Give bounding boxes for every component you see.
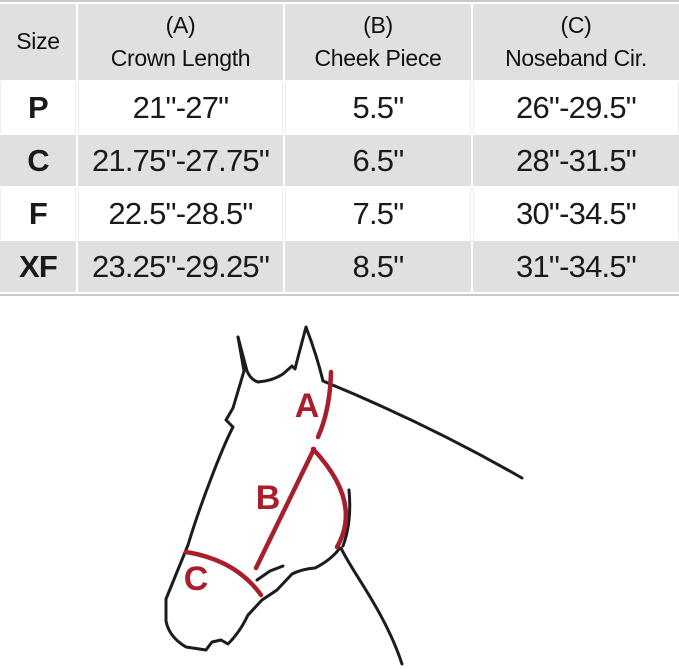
cheek-piece-cell: 8.5" xyxy=(285,241,471,292)
ears-outline-path xyxy=(236,325,325,384)
noseband-path xyxy=(183,549,264,598)
size-chart-table: Size (A) Crown Length (B) Cheek Piece (C… xyxy=(0,0,679,296)
header-crown-code: (A) xyxy=(165,11,196,38)
header-noseband-code: (C) xyxy=(560,11,592,38)
noseband-cell: 28"-31.5" xyxy=(473,135,679,186)
table-row-xf: XF 23.25"-29.25" 8.5" 31"-34.5" xyxy=(0,241,679,292)
neck-front-path xyxy=(339,546,404,666)
crown-length-cell: 22.5"-28.5" xyxy=(78,188,283,239)
label-b-cheek: B xyxy=(256,479,281,517)
header-crown-length: (A) Crown Length xyxy=(78,4,283,80)
header-noseband: (C) Noseband Cir. xyxy=(473,4,679,80)
noseband-cell: 26"-29.5" xyxy=(473,82,679,133)
size-cell: P xyxy=(0,82,76,133)
cheek-arc-path xyxy=(310,446,349,550)
size-cell: C xyxy=(0,135,76,186)
header-noseband-name: Noseband Cir. xyxy=(505,45,647,71)
header-crown-name: Crown Length xyxy=(110,45,251,71)
size-cell: F xyxy=(0,188,76,239)
noseband-cell: 31"-34.5" xyxy=(473,241,679,292)
header-cheek-name: Cheek Piece xyxy=(314,45,442,71)
table-row-p: P 21"-27" 5.5" 26"-29.5" xyxy=(0,82,679,133)
cheek-piece-cell: 5.5" xyxy=(285,82,471,133)
crown-length-cell: 21.75"-27.75" xyxy=(78,135,283,186)
horse-head-outline xyxy=(164,325,524,666)
jowl-line-path xyxy=(341,488,352,548)
cheek-strap-path xyxy=(253,446,317,571)
noseband-cell: 30"-34.5" xyxy=(473,188,679,239)
label-c-noseband: C xyxy=(184,560,209,598)
crown-length-cell: 21"-27" xyxy=(78,82,283,133)
header-size-label: Size xyxy=(16,28,60,55)
header-cheek-code: (B) xyxy=(363,11,393,38)
crown-length-cell: 23.25"-29.25" xyxy=(78,241,283,292)
table-row-c: C 21.75"-27.75" 6.5" 28"-31.5" xyxy=(0,135,679,186)
neck-top-path xyxy=(321,379,524,480)
face-outline-path xyxy=(164,335,342,652)
halter-straps xyxy=(183,369,349,598)
cheek-piece-cell: 6.5" xyxy=(285,135,471,186)
table-row-f: F 22.5"-28.5" 7.5" 30"-34.5" xyxy=(0,188,679,239)
label-a-crown: A xyxy=(295,387,320,425)
mouth-line-path xyxy=(255,564,285,582)
crown-strap-path xyxy=(315,369,334,440)
header-cheek-piece: (B) Cheek Piece xyxy=(285,4,471,80)
size-cell: XF xyxy=(0,241,76,292)
cheek-piece-cell: 7.5" xyxy=(285,188,471,239)
header-size: Size xyxy=(0,4,76,80)
table-header-row: Size (A) Crown Length (B) Cheek Piece (C… xyxy=(0,4,679,80)
